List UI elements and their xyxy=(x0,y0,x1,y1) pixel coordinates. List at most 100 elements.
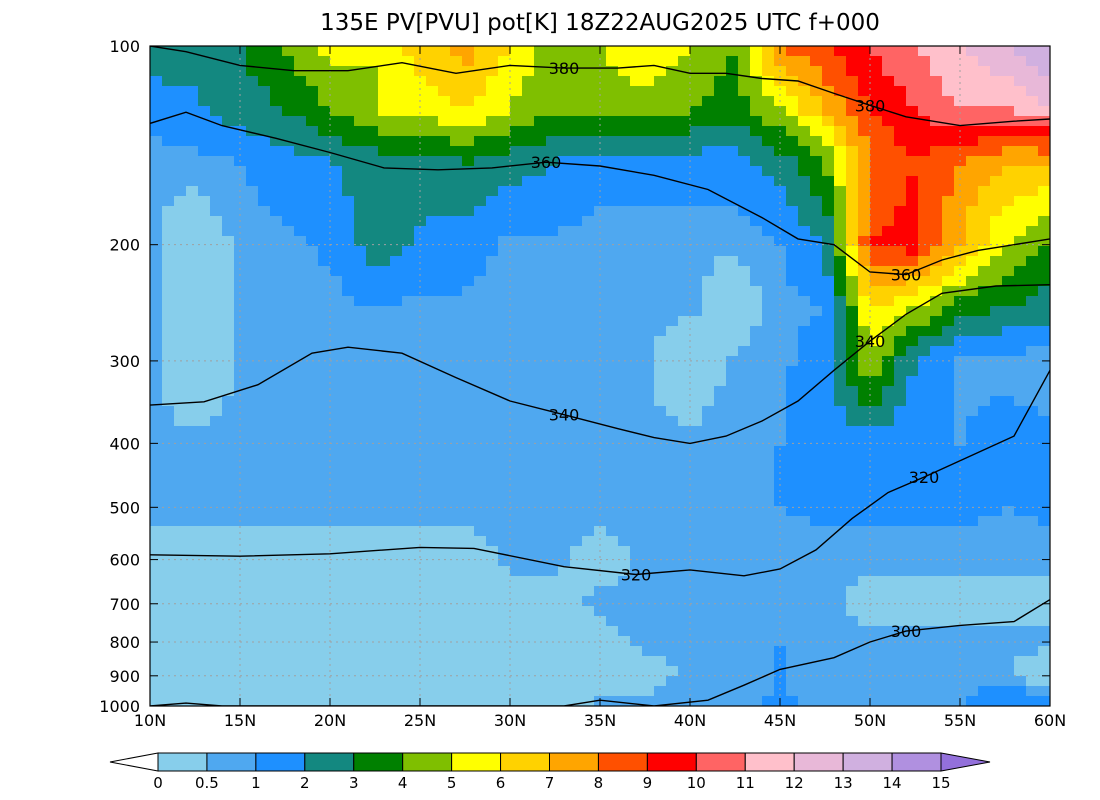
pv-cell xyxy=(930,256,943,267)
pv-cell xyxy=(462,566,475,577)
pv-cell xyxy=(450,616,463,627)
pv-cell xyxy=(426,666,439,677)
pv-cell xyxy=(822,446,835,457)
pv-cell xyxy=(726,116,739,127)
pv-cell xyxy=(390,596,403,607)
pv-cell xyxy=(546,396,559,407)
pv-cell xyxy=(186,266,199,277)
pv-cell xyxy=(810,56,823,67)
pv-cell xyxy=(630,396,643,407)
pv-cell xyxy=(222,216,235,227)
pv-cell xyxy=(450,96,463,107)
pv-cell xyxy=(390,216,403,227)
pv-cell xyxy=(726,676,739,687)
pv-cell xyxy=(342,556,355,567)
pv-cell xyxy=(522,526,535,537)
pv-cell xyxy=(294,206,307,217)
pv-cell xyxy=(150,196,163,207)
pv-cell xyxy=(774,476,787,487)
pv-cell xyxy=(294,466,307,477)
pv-cell xyxy=(978,516,991,527)
pv-cell xyxy=(270,546,283,557)
pv-cell xyxy=(618,96,631,107)
pv-cell xyxy=(174,666,187,677)
pv-cell xyxy=(306,296,319,307)
pv-cell xyxy=(570,186,583,197)
pv-cell xyxy=(486,256,499,267)
pv-cell xyxy=(366,366,379,377)
pv-cell xyxy=(462,436,475,447)
pv-cell xyxy=(150,126,163,137)
pv-cell xyxy=(990,596,1003,607)
pv-cell xyxy=(678,96,691,107)
pv-cell xyxy=(258,606,271,617)
pv-cell xyxy=(906,186,919,197)
pv-cell xyxy=(606,646,619,657)
pv-cell xyxy=(834,646,847,657)
pv-cell xyxy=(234,196,247,207)
pv-cell xyxy=(522,416,535,427)
pv-cell xyxy=(498,496,511,507)
pv-cell xyxy=(1026,646,1039,657)
pv-cell xyxy=(474,676,487,687)
pv-cell xyxy=(186,336,199,347)
pv-cell xyxy=(378,66,391,77)
pv-cell xyxy=(786,406,799,417)
pv-cell xyxy=(678,256,691,267)
pv-cell xyxy=(618,566,631,577)
pv-cell xyxy=(162,536,175,547)
pv-cell xyxy=(702,696,715,706)
pv-cell xyxy=(618,426,631,437)
pv-cell xyxy=(366,396,379,407)
pv-cell xyxy=(906,616,919,627)
pv-cell xyxy=(150,636,163,647)
pv-cell xyxy=(858,226,871,237)
pv-cell xyxy=(498,576,511,587)
pv-cell xyxy=(918,406,931,417)
pv-cell xyxy=(366,306,379,317)
pv-cell xyxy=(582,506,595,517)
pv-cell xyxy=(150,616,163,627)
pv-cell xyxy=(570,556,583,567)
pv-cell xyxy=(426,516,439,527)
pv-cell xyxy=(894,56,907,67)
pv-cell xyxy=(342,546,355,557)
pv-cell xyxy=(990,146,1003,157)
pv-cell xyxy=(906,216,919,227)
pv-cell xyxy=(342,696,355,706)
pv-cell xyxy=(546,86,559,97)
pv-cell xyxy=(162,666,175,677)
pv-cell xyxy=(882,86,895,97)
pv-cell xyxy=(570,676,583,687)
pv-cell xyxy=(594,326,607,337)
pv-cell xyxy=(150,546,163,557)
pv-cell xyxy=(786,126,799,137)
pv-cell xyxy=(930,616,943,627)
pv-cell xyxy=(402,436,415,447)
pv-cell xyxy=(474,376,487,387)
pv-cell xyxy=(894,286,907,297)
pv-cell xyxy=(978,606,991,617)
pv-cell xyxy=(774,586,787,597)
pv-cell xyxy=(330,166,343,177)
pv-cell xyxy=(426,236,439,247)
pv-cell xyxy=(546,146,559,157)
pv-cell xyxy=(630,596,643,607)
pv-cell xyxy=(858,116,871,127)
pv-cell xyxy=(462,576,475,587)
pv-cell xyxy=(666,96,679,107)
pv-cell xyxy=(834,176,847,187)
pv-cell xyxy=(210,566,223,577)
pv-cell xyxy=(606,86,619,97)
pv-cell xyxy=(414,116,427,127)
pv-cell xyxy=(222,696,235,706)
pv-cell xyxy=(582,346,595,357)
pv-cell xyxy=(954,236,967,247)
pv-cell xyxy=(714,286,727,297)
pv-cell xyxy=(150,146,163,157)
pv-cell xyxy=(354,376,367,387)
pv-cell xyxy=(510,206,523,217)
pv-cell xyxy=(582,116,595,127)
pv-cell xyxy=(222,86,235,97)
pv-cell xyxy=(258,116,271,127)
